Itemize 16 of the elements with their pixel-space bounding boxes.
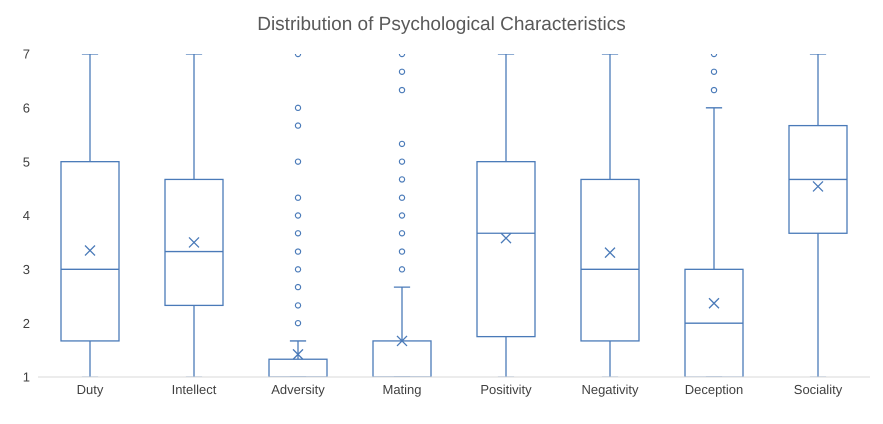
y-tick-label: 3 [22, 262, 30, 277]
x-tick-label: Adversity [271, 382, 326, 398]
y-tick-label: 4 [22, 208, 30, 224]
chart-title: Distribution of Psychological Characteristics [256, 13, 627, 37]
y-tick-label: 2 [22, 316, 30, 331]
y-tick-label: 7 [22, 46, 30, 62]
x-tick-label: Sociality [794, 382, 843, 398]
y-tick-label: 1 [22, 370, 30, 385]
x-tick-label: Intellect [172, 382, 217, 398]
x-tick-label: Duty [76, 382, 104, 398]
x-tick-label: Positivity [480, 382, 532, 398]
x-tick-label: Mating [382, 382, 422, 398]
x-tick-label: Deception [684, 382, 744, 398]
y-tick-label: 6 [22, 100, 30, 116]
y-tick-label: 5 [22, 154, 30, 170]
x-tick-label: Negativity [581, 382, 640, 398]
